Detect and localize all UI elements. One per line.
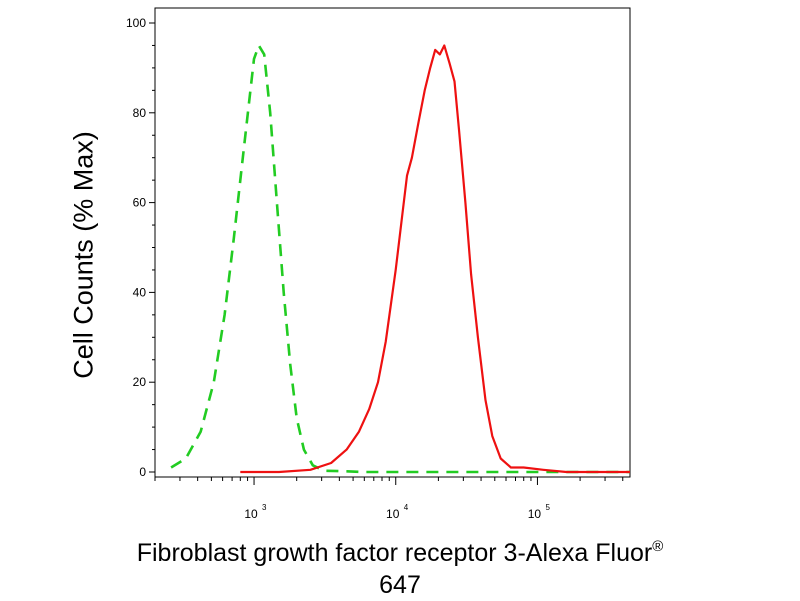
- y-tick-label: 20: [133, 375, 147, 389]
- x-tick-label: 10: [244, 507, 258, 521]
- y-tick-label: 0: [139, 465, 146, 479]
- series-layer: [170, 44, 630, 474]
- y-tick-label: 100: [126, 16, 146, 30]
- y-tick-label: 40: [133, 285, 147, 299]
- x-axis-label-main: Fibroblast growth factor receptor 3-Alex…: [136, 539, 653, 567]
- plot-frame: [154, 7, 631, 478]
- x-tick-exponent: 5: [545, 503, 550, 512]
- x-axis-label: Fibroblast growth factor receptor 3-Alex…: [0, 531, 800, 601]
- y-axis-label: Cell Counts (% Max): [68, 131, 99, 379]
- series-line-2: [240, 44, 630, 474]
- x-tick-label: 10: [386, 507, 400, 521]
- y-tick-label: 80: [133, 106, 147, 120]
- series-line-1: [170, 44, 630, 474]
- x-tick-label: 10: [528, 507, 542, 521]
- y-tick-label: 60: [133, 196, 147, 210]
- x-axis-ticks: 10 3 10 4 10 5: [154, 477, 624, 521]
- x-axis-label-superscript: ®: [652, 538, 664, 555]
- x-axis-label-line2: 647: [379, 571, 421, 599]
- x-tick-exponent: 4: [404, 503, 409, 512]
- x-tick-exponent: 3: [262, 503, 267, 512]
- axes: [154, 7, 631, 478]
- y-axis-ticks: 0 20 40 60 80 100: [126, 16, 155, 479]
